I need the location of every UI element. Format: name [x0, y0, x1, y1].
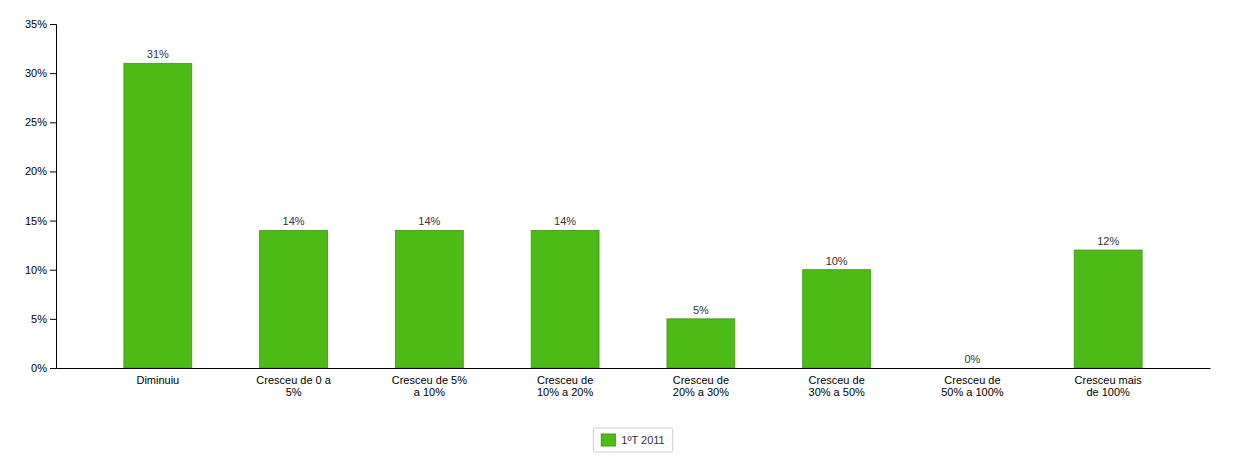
data-label: 0% [964, 353, 980, 365]
x-tick: Diminuiu [136, 374, 179, 386]
legend-swatch [601, 434, 615, 446]
x-tick-label: Diminuiu [136, 374, 179, 386]
data-label: 31% [147, 48, 169, 60]
x-tick-label: Cresceu de10% a 20% [537, 374, 593, 399]
x-tick: Cresceu de 5%a 10% [392, 374, 467, 399]
data-label: 14% [554, 215, 576, 227]
y-tick-label: 5% [31, 313, 47, 325]
x-tick-label: Cresceu de50% a 100% [941, 374, 1004, 399]
y-tick: 30% [25, 67, 56, 79]
y-tick: 0% [31, 362, 56, 374]
y-tick: 20% [25, 165, 56, 177]
bar [1074, 250, 1142, 368]
x-tick-label-line: Cresceu de [537, 374, 593, 386]
x-tick-label-line: 10% a 20% [537, 386, 593, 398]
chart-svg: 0% 5% 10% 15% 20% 25% 30% 35% Diminuiu Cresceu de… [0, 0, 1234, 468]
x-axis-line [57, 368, 1211, 369]
x-tick-label-line: Cresceu de [673, 374, 729, 386]
y-tick-mark [50, 368, 56, 369]
legend: 1ºT 2011 [593, 428, 672, 452]
y-tick: 5% [31, 313, 56, 325]
y-tick-mark [50, 24, 56, 25]
x-tick: Cresceu de10% a 20% [537, 374, 593, 399]
x-tick-label-line: Diminuiu [136, 374, 179, 386]
y-axis: 0% 5% 10% 15% 20% 25% 30% 35% [25, 18, 57, 374]
x-tick-label-line: 50% a 100% [941, 386, 1004, 398]
bars [124, 63, 1142, 368]
x-tick-label-line: Cresceu de 0 a [256, 374, 331, 386]
x-tick: Cresceu de50% a 100% [941, 374, 1004, 399]
y-tick: 25% [25, 116, 56, 128]
y-tick-mark [50, 319, 56, 320]
y-tick: 15% [25, 215, 56, 227]
bar [667, 319, 735, 368]
bar [803, 270, 871, 368]
y-tick-label: 30% [25, 67, 47, 79]
y-tick-mark [50, 122, 56, 123]
x-axis: DiminuiuCresceu de 0 a5%Cresceu de 5%a 1… [57, 369, 1211, 399]
legend-item: 1ºT 2011 [601, 434, 664, 446]
x-tick-label-line: Cresceu mais [1075, 374, 1143, 386]
y-tick-label: 10% [25, 264, 47, 276]
bar [531, 230, 599, 368]
data-labels: 31% 14% 14% 14% 5% 10% 0% 12% [147, 48, 1120, 365]
bar [938, 368, 1006, 369]
data-label: 14% [283, 215, 305, 227]
x-tick-label-line: Cresceu de 5% [392, 374, 467, 386]
data-label: 5% [693, 304, 709, 316]
bar [395, 230, 463, 368]
data-label: 10% [826, 255, 848, 267]
data-label: 12% [1097, 235, 1119, 247]
x-tick-label-line: Cresceu de [809, 374, 865, 386]
x-tick-label-line: 20% a 30% [673, 386, 729, 398]
x-tick-label: Cresceu de20% a 30% [673, 374, 729, 399]
bar [260, 230, 328, 368]
plot: 0% 5% 10% 15% 20% 25% 30% 35% Diminuiu Cresceu de… [25, 18, 1211, 398]
x-tick-label: Cresceu de30% a 50% [809, 374, 865, 399]
x-tick-label: Cresceu de 0 a5% [256, 374, 331, 399]
x-tick-label-line: Cresceu de [944, 374, 1000, 386]
x-tick: Cresceu de20% a 30% [673, 374, 729, 399]
x-tick-label-line: 30% a 50% [809, 386, 865, 398]
y-tick-label: 25% [25, 116, 47, 128]
y-tick-label: 35% [25, 18, 47, 30]
y-axis-line [50, 25, 57, 369]
legend-frame [593, 428, 672, 452]
legend-label: 1ºT 2011 [621, 434, 664, 446]
x-tick: Cresceu de 0 a5% [256, 374, 331, 399]
y-tick-mark [50, 270, 56, 271]
x-tick: Cresceu de30% a 50% [809, 374, 865, 399]
y-tick-label: 15% [25, 215, 47, 227]
y-tick-label: 20% [25, 165, 47, 177]
y-tick: 35% [25, 18, 56, 30]
x-tick-label: Cresceu maisde 100% [1075, 374, 1143, 399]
y-tick: 10% [25, 264, 56, 276]
y-tick-mark [50, 221, 56, 222]
y-tick-mark [50, 73, 56, 74]
x-tick-label-line: de 100% [1086, 386, 1130, 398]
y-tick-label: 0% [31, 362, 47, 374]
data-label: 14% [418, 215, 440, 227]
x-tick-label: Cresceu de 5%a 10% [392, 374, 467, 399]
bar [124, 63, 192, 368]
x-tick: Cresceu maisde 100% [1075, 374, 1143, 399]
y-tick-mark [50, 171, 56, 172]
x-tick-label-line: 5% [286, 386, 302, 398]
x-tick-label-line: a 10% [414, 386, 445, 398]
chart-container: 0% 5% 10% 15% 20% 25% 30% 35% Diminuiu Cresceu de… [0, 0, 1234, 468]
